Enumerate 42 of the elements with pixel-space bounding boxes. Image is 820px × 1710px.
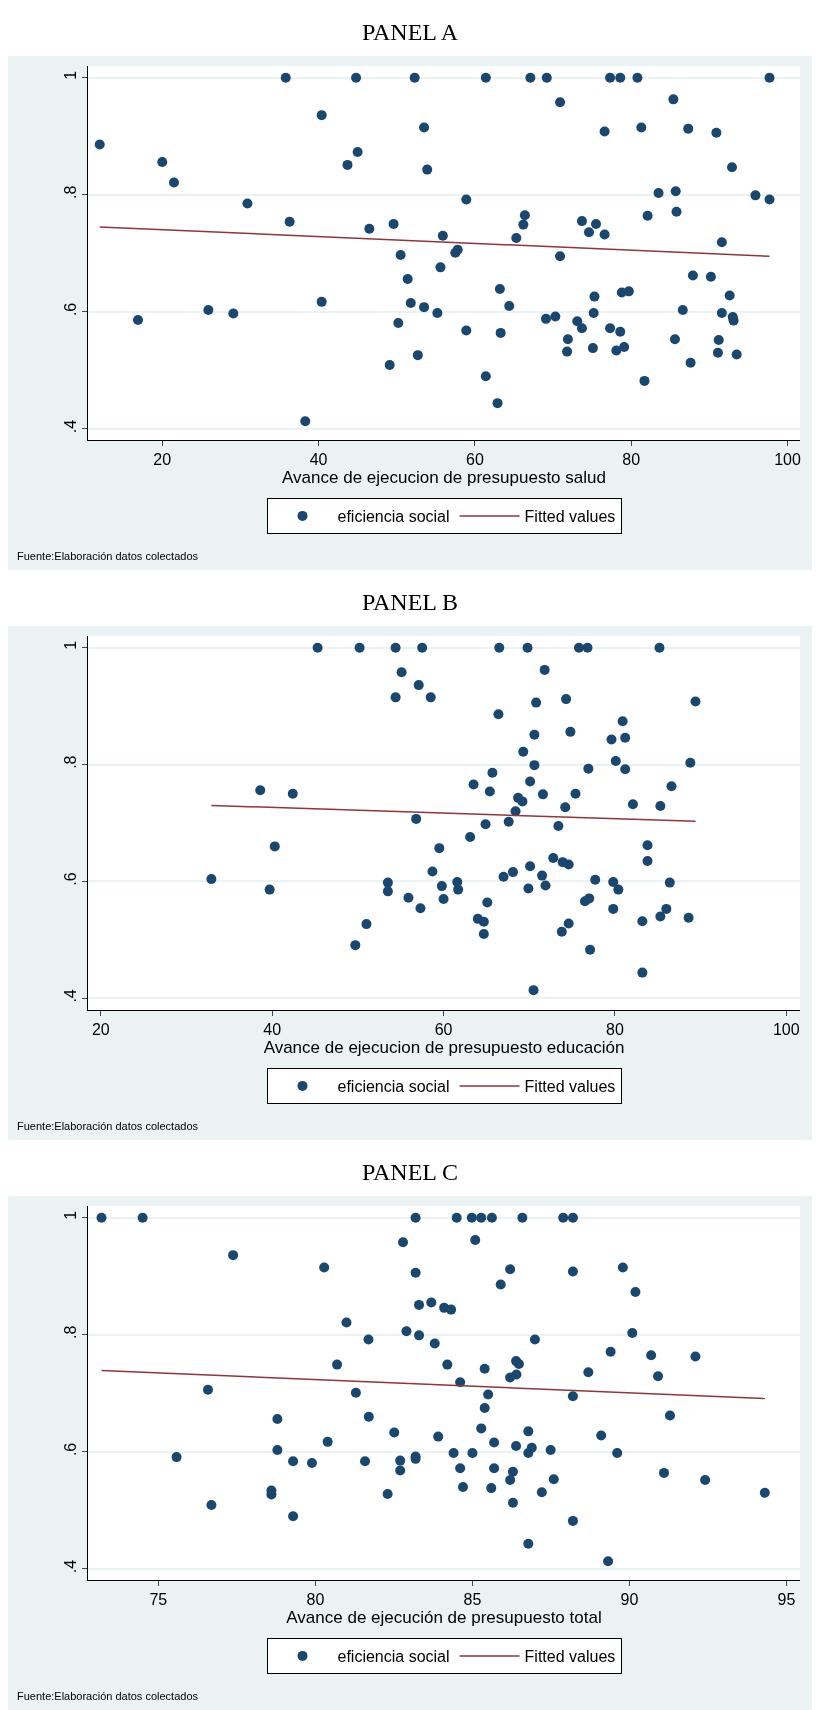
legend-label: Fitted values (524, 1078, 616, 1096)
x-tick-label: 40 (263, 1021, 282, 1039)
legend-label: eficiencia social (337, 1078, 450, 1096)
source-note: Fuente:Elaboración datos colectados (17, 550, 199, 562)
legend-label: Fitted values (524, 508, 616, 526)
x-axis-title: Avance de ejecucion de presupuesto educación (263, 1038, 625, 1058)
legend-label: Fitted values (524, 1648, 616, 1666)
x-tick-label: 95 (777, 1591, 796, 1609)
x-tick-label: 100 (774, 451, 801, 469)
x-tick-label: 60 (465, 451, 484, 469)
y-tick-label: .6 (61, 872, 79, 886)
y-tick-label: 1 (61, 640, 79, 650)
chart-title: PANEL C (360, 1158, 460, 1187)
y-tick-label: .4 (61, 1559, 79, 1574)
y-tick-label: .4 (61, 989, 79, 1003)
x-tick-label: 80 (606, 1021, 624, 1039)
chart-title: PANEL A (360, 18, 460, 47)
source-note: Fuente:Elaboración datos colectados (17, 1690, 199, 1702)
y-tick-label: 1 (61, 1210, 79, 1220)
y-tick-label: .4 (61, 419, 79, 434)
y-tick-label: .8 (61, 185, 79, 200)
y-tick-label: .6 (61, 1442, 79, 1457)
y-tick-label: .8 (61, 755, 79, 769)
x-tick-label: 90 (620, 1591, 639, 1609)
x-tick-label: 40 (309, 451, 328, 469)
x-tick-label: 80 (622, 451, 641, 469)
legend-label: eficiencia social (337, 508, 450, 526)
x-tick-label: 60 (434, 1021, 453, 1039)
chart-title: PANEL B (360, 588, 460, 617)
legend-label: eficiencia social (337, 1648, 450, 1666)
y-tick-label: .8 (61, 1325, 79, 1340)
y-tick-label: 1 (61, 70, 79, 80)
x-tick-label: 20 (91, 1021, 110, 1039)
source-note: Fuente:Elaboración datos colectados (17, 1120, 199, 1132)
y-tick-label: .6 (61, 302, 79, 317)
x-axis-title: Avance de ejecución de presupuesto total (286, 1608, 602, 1628)
x-tick-label: 75 (149, 1591, 168, 1609)
x-tick-label: 85 (463, 1591, 482, 1609)
x-tick-label: 100 (772, 1021, 800, 1039)
x-axis-title: Avance de ejecucion de presupuesto salud (282, 468, 606, 488)
x-tick-label: 20 (153, 451, 172, 469)
x-tick-label: 80 (306, 1591, 325, 1609)
